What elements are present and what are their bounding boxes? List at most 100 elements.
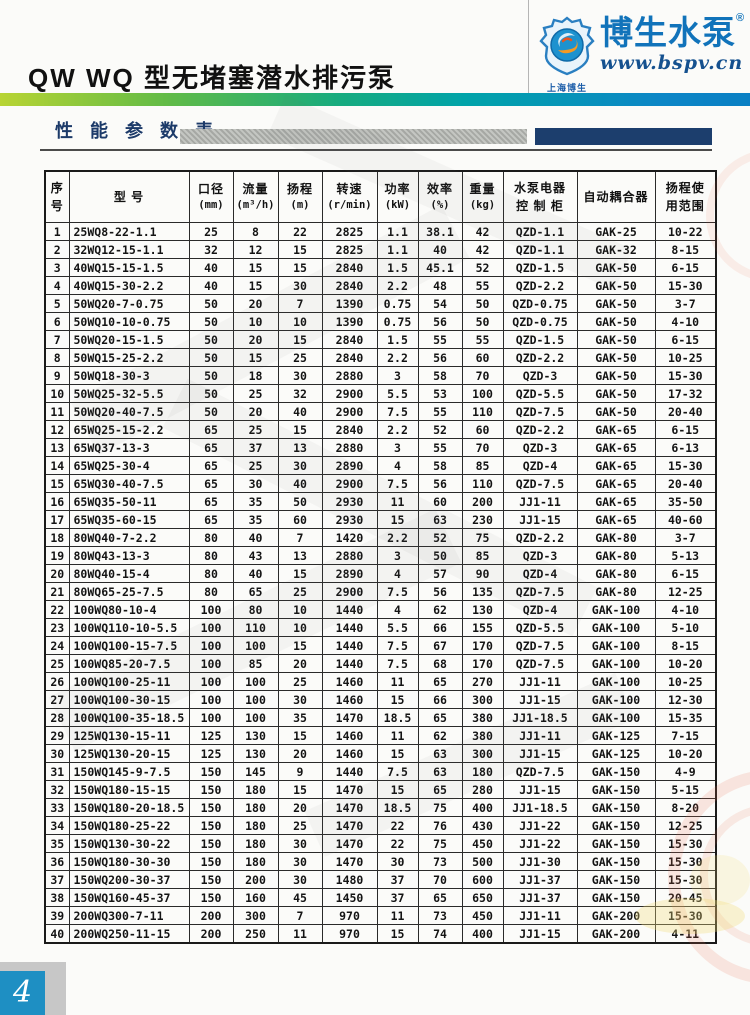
table-cell: GAK-150 [576, 852, 656, 871]
table-cell: 20-40 [654, 474, 717, 493]
table-cell: GAK-65 [576, 420, 656, 439]
page-title: QW WQ 型无堵塞潜水排污泵 [28, 63, 396, 93]
table-cell: GAK-125 [576, 726, 656, 745]
model-cell: 80WQ40-15-4 [68, 564, 190, 583]
table-cell: 2930 [321, 510, 378, 529]
model-cell: 50WQ18-30-3 [68, 366, 190, 385]
column-header: 扬程使 用范围 [654, 170, 717, 223]
table-cell: 11 [376, 672, 419, 691]
model-cell: 25WQ8-22-1.1 [68, 222, 190, 241]
table-cell: 130 [232, 744, 279, 763]
table-cell: JJ1-37 [502, 888, 578, 907]
table-row: 40 200WQ250-11-15 200 250 11 970 15 74 400 JJ1-15… [44, 924, 717, 944]
table-cell: 80 [188, 582, 234, 601]
table-cell: 11 [277, 924, 323, 944]
table-cell: 15-30 [654, 870, 717, 889]
table-cell: 1470 [321, 798, 378, 817]
table-cell: 7.5 [376, 582, 419, 601]
table-cell: 10-22 [654, 222, 717, 241]
table-cell: 7.5 [376, 402, 419, 421]
table-cell: 2880 [321, 546, 378, 565]
spec-table: 序号型 号口径 (mm) 流量 (m³/h) 扬程 (m) 转速 (r/min) 功率 (kW) 效… [44, 170, 717, 944]
table-cell: 50 [188, 384, 234, 403]
table-cell: 55 [417, 330, 463, 349]
table-cell: 130 [232, 726, 279, 745]
table-row: 34 150WQ180-25-22 150 180 25 1470 22 76 430 JJ1-2… [44, 816, 717, 835]
table-cell: 56 [417, 474, 463, 493]
table-cell: 22 [376, 834, 419, 853]
table-cell: 52 [417, 420, 463, 439]
table-cell: 135 [461, 582, 504, 601]
table-cell: 6-15 [654, 258, 717, 277]
table-cell: 15 [232, 258, 279, 277]
model-cell: 200WQ250-11-15 [68, 924, 190, 944]
table-cell: 38 [44, 888, 70, 907]
table-cell: 15 [44, 474, 70, 493]
table-cell: 2890 [321, 564, 378, 583]
model-cell: 65WQ30-40-7.5 [68, 474, 190, 493]
table-row: 28 100WQ100-35-18.5 100 100 35 1470 18.5 65 380 J… [44, 708, 717, 727]
table-row: 31 150WQ145-9-7.5 150 145 9 1440 7.5 63 180 QZD-7… [44, 762, 717, 781]
table-cell: 3 [376, 546, 419, 565]
table-cell: 42 [461, 240, 504, 259]
table-cell: 2890 [321, 456, 378, 475]
table-cell: QZD-2.2 [502, 276, 578, 295]
table-cell: QZD-5.5 [502, 618, 578, 637]
table-cell: 5.5 [376, 384, 419, 403]
table-cell: 60 [461, 420, 504, 439]
table-cell: GAK-200 [576, 924, 656, 944]
model-cell: 50WQ20-15-1.5 [68, 330, 190, 349]
table-cell: 30 [277, 366, 323, 385]
table-cell: GAK-80 [576, 582, 656, 601]
model-cell: 150WQ160-45-37 [68, 888, 190, 907]
table-cell: 3 [376, 366, 419, 385]
table-cell: 30 [376, 852, 419, 871]
table-cell: 500 [461, 852, 504, 871]
table-cell: 65 [188, 474, 234, 493]
table-cell: 180 [232, 852, 279, 871]
model-cell: 50WQ25-32-5.5 [68, 384, 190, 403]
table-cell: 25 [232, 384, 279, 403]
table-cell: 170 [461, 654, 504, 673]
table-row: 18 80WQ40-7-2.2 80 40 7 1420 2.2 52 75 QZD-2.2 GAK… [44, 528, 717, 547]
table-cell: 12-30 [654, 690, 717, 709]
table-cell: 5 [44, 294, 70, 313]
table-cell: QZD-1.5 [502, 258, 578, 277]
table-cell: 17-32 [654, 384, 717, 403]
brand-website[interactable]: www.bspv.cn [600, 51, 744, 74]
table-cell: 7 [277, 528, 323, 547]
table-cell: 2.2 [376, 348, 419, 367]
table-cell: 50 [188, 366, 234, 385]
table-cell: JJ1-11 [502, 492, 578, 511]
table-cell: 15 [277, 726, 323, 745]
table-cell: 24 [44, 636, 70, 655]
table-cell: 1440 [321, 600, 378, 619]
table-cell: GAK-65 [576, 474, 656, 493]
column-header: 水泵电器控 制 柜 [502, 170, 578, 223]
table-cell: 1470 [321, 816, 378, 835]
table-cell: 13 [277, 438, 323, 457]
table-cell: JJ1-11 [502, 672, 578, 691]
table-row: 25 100WQ85-20-7.5 100 85 20 1440 7.5 68 170 QZD-7… [44, 654, 717, 673]
table-cell: 100 [188, 690, 234, 709]
table-cell: 2930 [321, 492, 378, 511]
model-cell: 50WQ10-10-0.75 [68, 312, 190, 331]
table-cell: 1440 [321, 636, 378, 655]
model-cell: 50WQ15-25-2.2 [68, 348, 190, 367]
table-cell: GAK-50 [576, 366, 656, 385]
model-cell: 50WQ20-40-7.5 [68, 402, 190, 421]
table-cell: GAK-100 [576, 636, 656, 655]
table-cell: 30 [277, 456, 323, 475]
table-row: 23 100WQ110-10-5.5 100 110 10 1440 5.5 66 155 QZD… [44, 618, 717, 637]
table-cell: 20 [232, 330, 279, 349]
table-cell: 2.2 [376, 276, 419, 295]
table-cell: 60 [417, 492, 463, 511]
table-cell: 150 [188, 798, 234, 817]
table-cell: 180 [232, 834, 279, 853]
table-cell: 12 [232, 240, 279, 259]
table-cell: 100 [232, 690, 279, 709]
table-cell: 2900 [321, 474, 378, 493]
table-cell: 4 [376, 456, 419, 475]
table-cell: GAK-100 [576, 708, 656, 727]
table-cell: 100 [188, 672, 234, 691]
